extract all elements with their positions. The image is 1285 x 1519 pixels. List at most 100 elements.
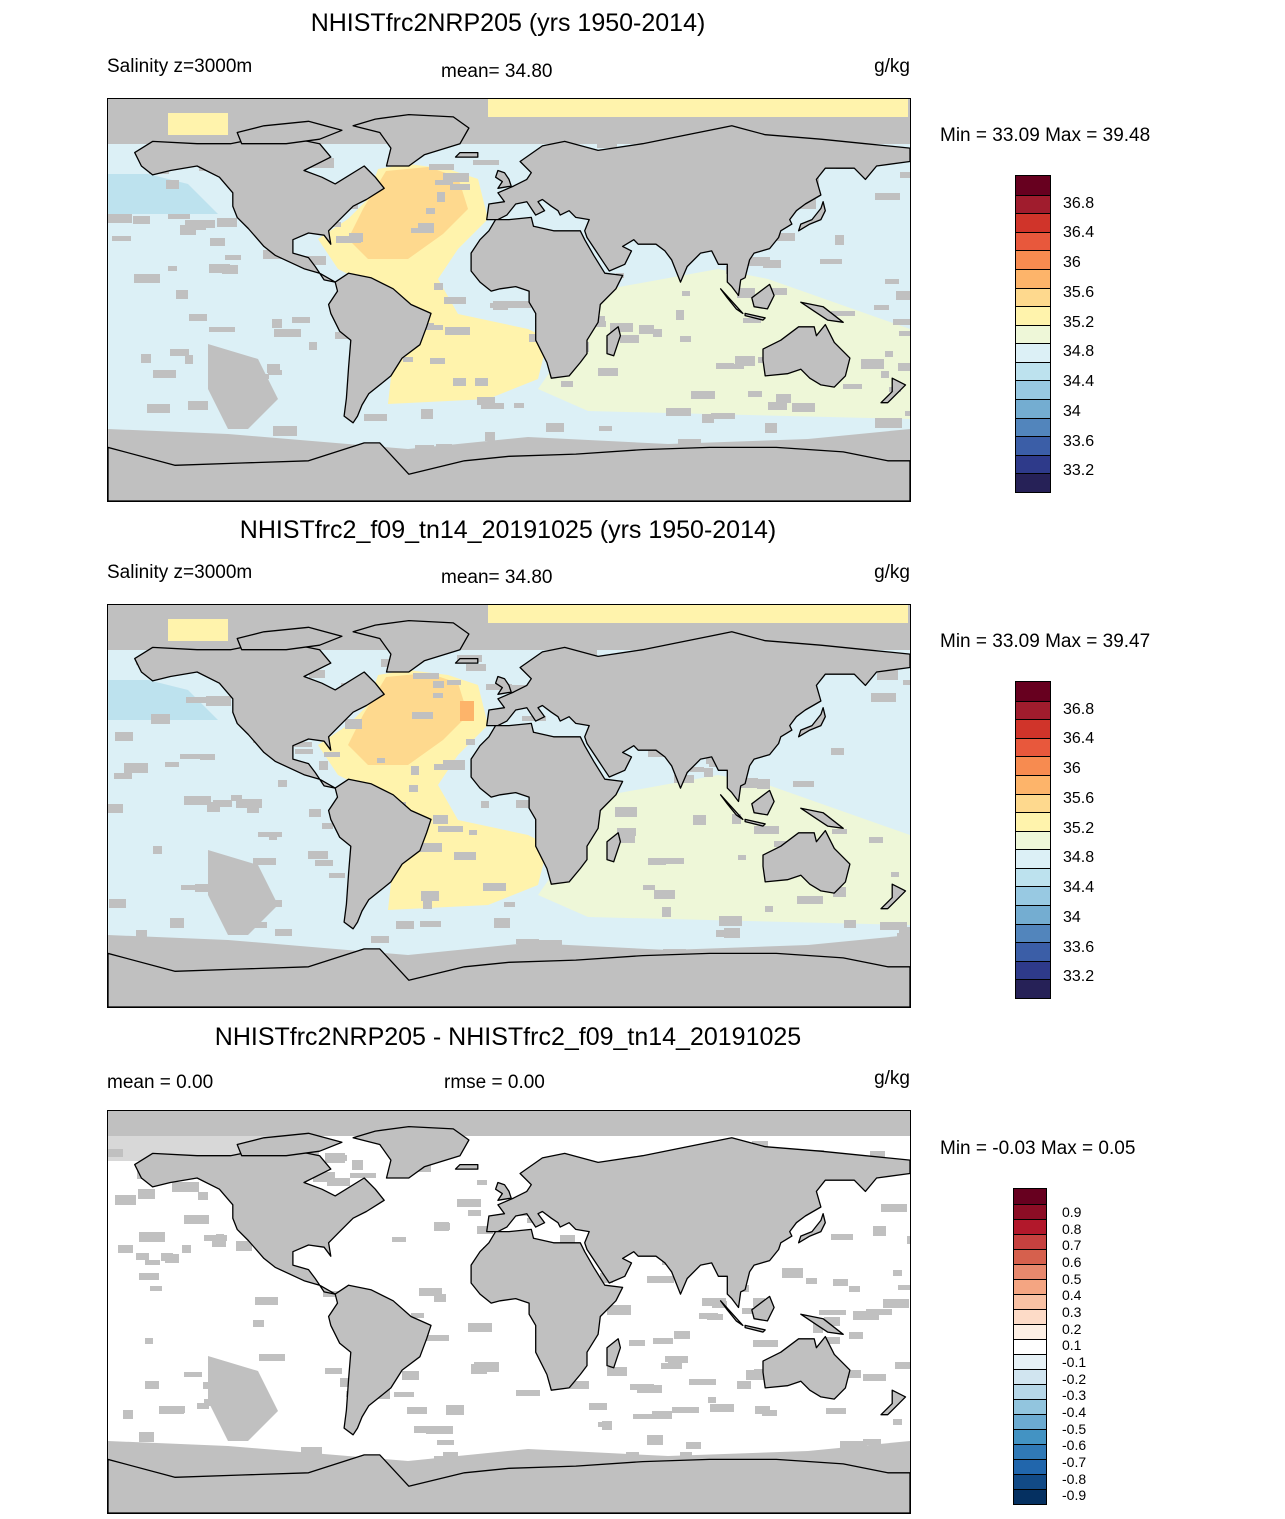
- colorbar-swatch: [1014, 1444, 1046, 1459]
- colorbar-swatch: [1014, 1414, 1046, 1429]
- land-borneo: [751, 1295, 775, 1322]
- colorbar-swatch: [1016, 176, 1050, 195]
- colorbar-label: 0.3: [1062, 1304, 1082, 1320]
- land-greenland: [352, 619, 470, 673]
- panel3-minmax: Min = -0.03 Max = 0.05: [940, 1138, 1136, 1159]
- colorbar-label: -0.6: [1062, 1437, 1087, 1454]
- colorbar-label: 34.4: [1063, 373, 1095, 391]
- colorbar-swatch: [1014, 1339, 1046, 1354]
- colorbar-swatch: [1014, 1354, 1046, 1369]
- colorbar-swatch: [1016, 719, 1050, 738]
- panel3-colorbar: [1013, 1188, 1047, 1505]
- land-greenland: [352, 113, 470, 167]
- colorbar-swatch: [1016, 231, 1050, 251]
- colorbar-label: 35.6: [1063, 789, 1095, 807]
- colorbar-swatch: [1014, 1324, 1046, 1339]
- colorbar-swatch: [1014, 1399, 1046, 1414]
- land-borneo: [751, 789, 775, 816]
- land-britain: [494, 1181, 512, 1201]
- colorbar-label: -0.7: [1062, 1454, 1087, 1470]
- colorbar-label: 0.2: [1062, 1320, 1082, 1337]
- colorbar-swatch: [1016, 682, 1050, 701]
- colorbar-swatch: [1016, 306, 1050, 325]
- colorbar-label: 36: [1063, 760, 1081, 778]
- panel2-map-svg: [108, 605, 910, 1007]
- continents: [108, 1125, 910, 1513]
- colorbar-swatch: [1016, 756, 1050, 775]
- colorbar-label: 0.6: [1062, 1254, 1082, 1270]
- land-greenland: [352, 1125, 470, 1179]
- colorbar-label: -0.3: [1062, 1387, 1087, 1404]
- colorbar-swatch: [1014, 1429, 1046, 1444]
- land-madagascar: [606, 832, 622, 863]
- colorbar-label: 0.5: [1062, 1270, 1082, 1287]
- colorbar-swatch: [1014, 1474, 1046, 1489]
- colorbar-label: 34: [1063, 402, 1081, 420]
- colorbar-swatch: [1016, 812, 1050, 831]
- colorbar-label: 34: [1063, 908, 1081, 926]
- colorbar-swatch: [1016, 737, 1050, 757]
- colorbar-swatch: [1014, 1294, 1046, 1309]
- colorbar-swatch: [1016, 361, 1050, 381]
- colorbar-swatch: [1016, 268, 1050, 288]
- colorbar-label: 36.4: [1063, 730, 1095, 748]
- colorbar-swatch: [1014, 1264, 1046, 1279]
- land-indonesia2: [744, 1324, 766, 1333]
- land-nz: [880, 377, 907, 404]
- colorbar-swatch: [1016, 324, 1050, 344]
- panel3-map-svg: [108, 1111, 910, 1513]
- colorbar-label: 33.6: [1063, 432, 1095, 450]
- land-australia: [762, 829, 851, 894]
- land-northAmerica: [134, 1148, 385, 1295]
- colorbar-label: 36.8: [1063, 194, 1095, 212]
- panel2-units-label: g/kg: [874, 562, 910, 583]
- colorbar-label: 34.8: [1063, 343, 1095, 361]
- arctic-salinity-patch: [488, 605, 908, 623]
- land-iceland: [454, 657, 479, 664]
- colorbar-label: -0.4: [1062, 1404, 1087, 1420]
- panel1-title: NHISTfrc2NRP205 (yrs 1950-2014): [310, 9, 706, 37]
- colorbar-label: 35.2: [1063, 313, 1095, 331]
- land-iceland: [454, 1163, 479, 1170]
- pacific-low-salinity: [108, 680, 218, 720]
- colorbar-swatch: [1016, 417, 1050, 437]
- colorbar-label: -0.8: [1062, 1470, 1087, 1487]
- colorbar-swatch: [1014, 1309, 1046, 1324]
- land-eurasia: [486, 1137, 910, 1309]
- land-southAmerica: [327, 1284, 432, 1436]
- land-borneo: [751, 283, 775, 310]
- colorbar-swatch: [1016, 454, 1050, 474]
- colorbar-label: 36.4: [1063, 224, 1095, 242]
- colorbar-label: 0.8: [1062, 1220, 1082, 1237]
- colorbar-swatch: [1014, 1219, 1046, 1234]
- land-indonesia2: [744, 312, 766, 321]
- panel1-mean-label: mean= 34.80: [441, 61, 553, 82]
- land-newguinea: [800, 1313, 844, 1335]
- colorbar-swatch: [1014, 1249, 1046, 1264]
- colorbar-label: 33.2: [1063, 968, 1095, 986]
- land-southAmerica: [327, 778, 432, 930]
- panel1-colorbar: [1015, 175, 1051, 493]
- land-africa: [470, 216, 624, 379]
- colorbar-label: 36.8: [1063, 700, 1095, 718]
- colorbar-label: -0.9: [1062, 1487, 1087, 1504]
- land-indonesia1: [719, 794, 744, 821]
- east-pacific-rise: [208, 850, 278, 935]
- panel2-colorbar: [1015, 681, 1051, 999]
- colorbar-swatch: [1016, 380, 1050, 400]
- panel3-units-label: g/kg: [874, 1068, 910, 1089]
- colorbar-label: -0.5: [1062, 1420, 1087, 1437]
- arctic-salinity-patch: [168, 113, 228, 135]
- panel2-map: [107, 604, 911, 1008]
- colorbar-label: 33.2: [1063, 462, 1095, 480]
- land-arcticIsles: [236, 626, 343, 651]
- colorbar-swatch: [1016, 774, 1050, 794]
- panel3-rmse-label: rmse = 0.00: [444, 1072, 545, 1093]
- land-africa: [470, 722, 624, 885]
- colorbar-swatch: [1016, 700, 1050, 720]
- land-northAmerica: [134, 642, 385, 789]
- colorbar-swatch: [1016, 213, 1050, 232]
- panel2-title: NHISTfrc2_f09_tn14_20191025 (yrs 1950-20…: [239, 516, 777, 544]
- colorbar-label: 36: [1063, 254, 1081, 272]
- arctic-land: [108, 1111, 910, 1136]
